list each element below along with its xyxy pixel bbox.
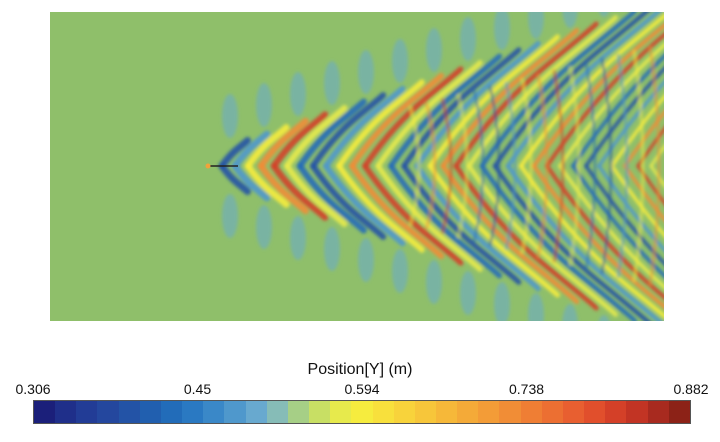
colorbar-segment [287,401,310,423]
colorbar-segment [139,401,161,423]
colorbar-segment [55,401,77,423]
colorbar-title: Position[Y] (m) [307,361,413,378]
colorbar-segment [203,401,225,423]
colorbar-segment [182,401,204,423]
colorbar-segment [393,401,415,423]
colorbar-segment [457,401,479,423]
colorbar-segment [605,401,627,423]
colorbar-segment [266,401,288,423]
colorbar-segment [224,401,246,423]
colorbar-segment [647,401,669,423]
colorbar-segment [478,401,500,423]
colorbar-segment [245,401,267,423]
colorbar-tick-label: 0.45 [183,381,212,397]
colorbar-tick-label: 0.882 [673,381,709,397]
colorbar-segment [118,401,140,423]
colorbar-segment [351,401,373,423]
colorbar-segment [309,401,331,423]
colorbar-segment [520,401,542,423]
colorbar-segment [372,401,394,423]
colorbar-segment [562,401,585,423]
colorbar [33,400,691,424]
colorbar-tick-label: 0.594 [344,381,380,397]
colorbar-segment [541,401,563,423]
colorbar-segment [584,401,606,423]
wave-contour-plot [50,12,664,321]
colorbar-segment [499,401,521,423]
colorbar-segment [435,401,458,423]
colorbar-segment [34,401,56,423]
colorbar-segment [97,401,119,423]
colorbar-tick-label: 0.306 [15,381,51,397]
colorbar-segment [76,401,98,423]
vessel [205,163,238,169]
colorbar-segment [160,401,183,423]
colorbar-segment [668,401,690,423]
colorbar-segment [414,401,436,423]
kelvin-wake-pattern [218,12,664,321]
colorbar-tick-label: 0.738 [508,381,545,397]
colorbar-segment [626,401,648,423]
colorbar-segment [330,401,352,423]
